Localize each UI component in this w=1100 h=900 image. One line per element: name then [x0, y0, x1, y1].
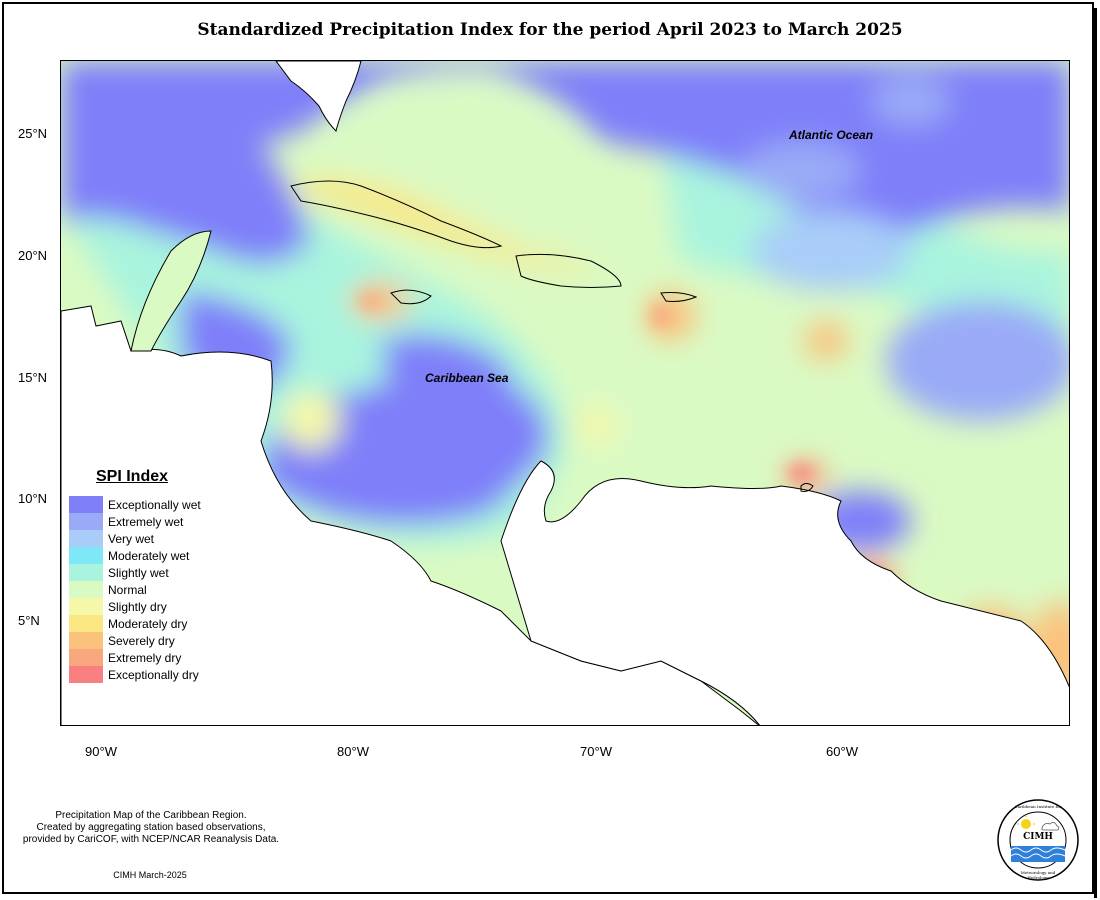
legend-item: Extremely wet: [69, 513, 239, 530]
island-outlines: [290, 180, 814, 492]
legend-item: Moderately wet: [69, 547, 239, 564]
legend-swatch: [69, 530, 103, 547]
lat-tick-10: 10°N: [18, 491, 48, 506]
lat-tick-20: 20°N: [18, 248, 48, 263]
legend-item: Very wet: [69, 530, 239, 547]
caribbean-sea-label: Caribbean Sea: [425, 371, 509, 385]
legend-item: Normal: [69, 581, 239, 598]
legend-label: Exceptionally wet: [108, 497, 201, 512]
map-title: Standardized Precipitation Index for the…: [197, 20, 903, 40]
jamaica-outline: [390, 289, 432, 305]
legend-label: Very wet: [108, 531, 155, 546]
map-area: Atlantic Ocean Caribbean Sea: [60, 60, 1070, 726]
atlantic-ocean-label: Atlantic Ocean: [789, 128, 874, 142]
legend-item: Moderately dry: [69, 615, 239, 632]
legend-swatch: [69, 496, 103, 513]
legend-swatch: [69, 649, 103, 666]
footer-line-3: provided by CariCOF, with NCEP/NCAR Rean…: [22, 834, 280, 845]
lat-tick-5: 5°N: [18, 613, 40, 628]
legend-swatch: [69, 615, 103, 632]
footer-line-1: Precipitation Map of the Caribbean Regio…: [55, 810, 247, 821]
footer-line-2: Created by aggregating station based obs…: [36, 822, 266, 833]
lat-tick-15: 15°N: [18, 370, 48, 385]
hispaniola-outline: [515, 253, 622, 288]
legend-swatch: [69, 513, 103, 530]
legend-swatch: [69, 598, 103, 615]
logo-top-text: Caribbean Institute for: [1014, 804, 1062, 809]
cloud-icon: [1041, 822, 1060, 831]
yucatan-land: [130, 230, 212, 352]
lon-tick-70: 70°W: [580, 744, 612, 759]
lat-tick-25: 25°N: [18, 126, 48, 141]
legend-title: SPI Index: [96, 468, 169, 485]
legend-item: Extremely dry: [69, 649, 239, 666]
central-america-land: [61, 305, 760, 725]
logo-bottom-text: Meteorology and Hydrology: [1020, 870, 1056, 880]
legend-swatch: [69, 581, 103, 598]
legend-item: Exceptionally dry: [69, 666, 239, 683]
legend-label: Normal: [108, 582, 147, 597]
cimh-logo: CIMH Caribbean Institute for Meteorology…: [996, 798, 1080, 882]
puerto-rico-outline: [660, 292, 698, 302]
legend-swatch: [69, 666, 103, 683]
spi-legend: SPI Index Exceptionally wet Extremely wet…: [69, 468, 239, 683]
footer-credit: CIMH March-2025: [113, 870, 187, 880]
legend-label: Moderately dry: [108, 616, 188, 631]
legend-item: Exceptionally wet: [69, 496, 239, 513]
trinidad-outline: [800, 483, 814, 492]
lon-tick-60: 60°W: [826, 744, 858, 759]
legend-label: Extremely dry: [108, 650, 182, 665]
lon-tick-90: 90°W: [85, 744, 117, 759]
sun-icon: [1021, 819, 1031, 829]
legend-items: Exceptionally wet Extremely wet Very wet Mo…: [69, 496, 239, 683]
legend-swatch: [69, 547, 103, 564]
legend-swatch: [69, 632, 103, 649]
spi-map: [61, 61, 1069, 725]
land-masses: [61, 61, 1069, 725]
cuba-outline: [290, 180, 503, 249]
cimh-logo-graphic: [997, 799, 1079, 881]
legend-item: Severely dry: [69, 632, 239, 649]
legend-label: Slightly wet: [108, 565, 169, 580]
legend-label: Slightly dry: [108, 599, 167, 614]
legend-swatch: [69, 564, 103, 581]
legend-label: Moderately wet: [108, 548, 190, 563]
legend-label: Exceptionally dry: [108, 667, 199, 682]
legend-label: Extremely wet: [108, 514, 184, 529]
legend-item: Slightly wet: [69, 564, 239, 581]
legend-item: Slightly dry: [69, 598, 239, 615]
logo-name: CIMH: [1023, 832, 1053, 842]
footer-note: Precipitation Map of the Caribbean Regio…: [6, 810, 296, 846]
lon-tick-80: 80°W: [337, 744, 369, 759]
legend-label: Severely dry: [108, 633, 175, 648]
south-america-land: [500, 460, 1069, 725]
florida-land: [275, 61, 362, 132]
